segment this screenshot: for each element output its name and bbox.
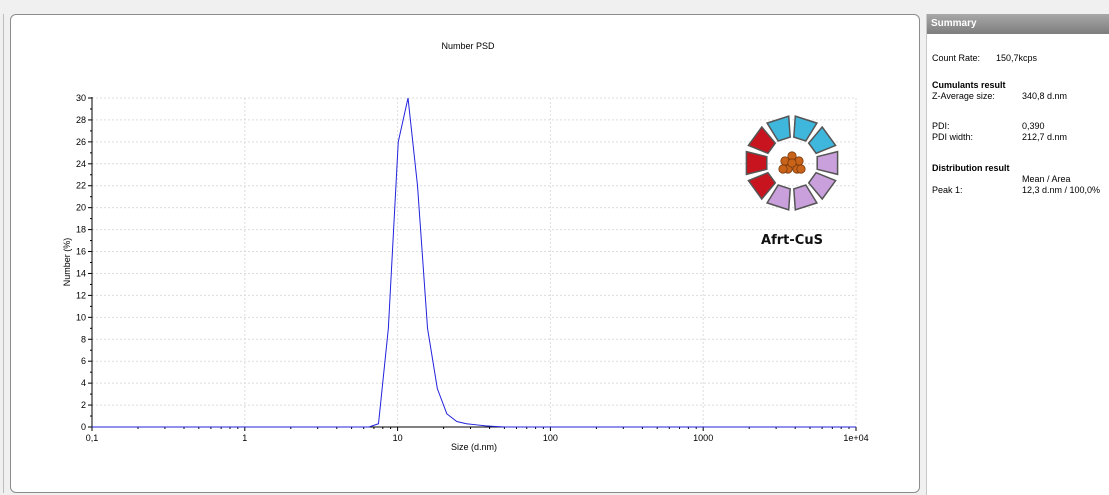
chart-title: Number PSD — [441, 41, 495, 51]
logo-sphere — [787, 158, 797, 168]
logo-text: Afrt-CuS — [761, 233, 823, 248]
series-layer — [92, 97, 856, 428]
logo-core-spheres — [778, 151, 806, 174]
grid-layer — [92, 97, 857, 427]
x-tick-label: 100 — [543, 433, 558, 443]
y-tick-label: 10 — [76, 312, 86, 322]
series-line — [92, 97, 856, 428]
logo-segment — [747, 171, 777, 201]
count-rate-label: Count Rate: — [932, 53, 981, 63]
summary-panel: Summary Count Rate: 150,7kcps Cumulants … — [926, 14, 1109, 495]
x-axis-label: Size (d.nm) — [451, 442, 497, 452]
x-tick-label: 0,1 — [86, 433, 99, 443]
cumulants-title: Cumulants result — [932, 80, 1006, 90]
y-axis-label: Number (%) — [62, 238, 72, 287]
peak1-value: 12,3 d.nm / 100,0% — [1022, 185, 1101, 195]
y-tick-label: 18 — [76, 225, 86, 235]
pdi-width-value: 212,7 d.nm — [1022, 132, 1068, 142]
pdi-label: PDI: — [932, 121, 950, 131]
logo-segment — [816, 150, 839, 176]
chart-panel — [10, 14, 920, 493]
peak1-label: Peak 1: — [932, 185, 963, 195]
logo-ring — [745, 115, 839, 211]
y-tick-label: 2 — [81, 400, 86, 410]
pdi-value: 0,390 — [1022, 121, 1045, 131]
y-tick-label: 0 — [81, 422, 86, 432]
logo-segment — [745, 150, 768, 176]
axes-layer — [88, 97, 857, 431]
y-tick-label: 4 — [81, 378, 86, 388]
y-tick-label: 22 — [76, 181, 86, 191]
logo-segment — [807, 125, 837, 155]
y-tick-label: 12 — [76, 290, 86, 300]
summary-header: Summary — [927, 14, 1109, 34]
y-tick-label: 6 — [81, 356, 86, 366]
window-left-edge — [3, 14, 4, 493]
logo-segment — [793, 115, 819, 142]
logo-segment — [765, 184, 791, 211]
mean-area-header: Mean / Area — [1022, 174, 1071, 184]
x-tick-label: 1 — [242, 433, 247, 443]
y-tick-label: 24 — [76, 159, 86, 169]
y-tick-label: 30 — [76, 93, 86, 103]
y-tick-label: 26 — [76, 137, 86, 147]
distribution-title: Distribution result — [932, 163, 1010, 173]
logo-segment — [807, 171, 837, 201]
y-tick-label: 8 — [81, 334, 86, 344]
logo-segment — [747, 125, 777, 155]
y-tick-label: 28 — [76, 115, 86, 125]
y-tick-label: 16 — [76, 247, 86, 257]
y-tick-label: 14 — [76, 268, 86, 278]
logo-segment — [793, 184, 819, 211]
y-tick-label: 20 — [76, 203, 86, 213]
logo-sphere — [796, 164, 806, 174]
x-tick-label: 1000 — [693, 433, 713, 443]
logo-sphere — [778, 164, 788, 174]
x-tick-label: 1e+04 — [843, 433, 868, 443]
z-average-label: Z-Average size: — [932, 91, 995, 101]
pdi-width-label: PDI width: — [932, 132, 974, 142]
count-rate-value: 150,7kcps — [996, 53, 1038, 63]
afrt-cus-logo: Afrt-CuS — [745, 115, 839, 248]
logo-segment — [765, 115, 791, 142]
z-average-value: 340,8 d.nm — [1022, 91, 1068, 101]
x-tick-label: 10 — [393, 433, 403, 443]
